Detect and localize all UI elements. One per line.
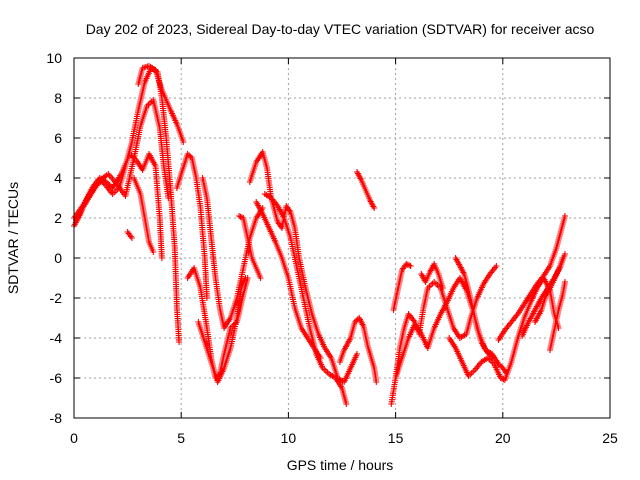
series-track-3 [73,151,165,261]
series-track-19 [392,275,496,381]
data-point [105,181,112,187]
data-point [406,262,413,269]
y-tick-label: 6 [54,130,62,146]
x-axis-label: GPS time / hours [287,457,394,473]
y-tick-label: -8 [50,410,63,426]
data-point [499,375,506,382]
series-track-17 [388,263,500,407]
series-track-25 [532,255,566,325]
series-track-23 [495,213,568,343]
data-point [101,177,107,183]
data-point [176,339,183,345]
data-point [180,139,187,145]
data-point [186,152,193,159]
y-tick-label: -2 [50,290,63,306]
y-axis-label: SDTVAR / TECUs [5,182,21,294]
y-tick-label: -4 [50,330,63,346]
series-track-20 [418,261,446,291]
series-track-11 [236,213,264,281]
series-track-14 [253,199,324,361]
series-track-10 [199,175,266,331]
data-point [128,235,135,241]
y-tick-label: 4 [54,170,62,186]
series-track-26 [547,279,568,353]
data-point [103,179,110,186]
data-point [562,251,568,257]
y-tick-label: 10 [46,50,62,66]
x-tick-label: 20 [495,430,511,446]
x-tick-label: 5 [177,430,185,446]
x-tick-label: 15 [388,430,404,446]
data-point [257,275,264,281]
data-point [158,255,165,261]
data-point [165,195,172,201]
chart-title: Day 202 of 2023, Sidereal Day-to-day VTE… [86,21,595,37]
data-point [237,213,244,220]
y-tick-label: 8 [54,90,62,106]
y-tick-label: 2 [54,210,62,226]
data-point [187,153,194,160]
data-point [150,249,157,255]
x-tick-label: 25 [602,430,618,446]
data-point [354,351,360,357]
data-point [559,255,566,261]
data-point [403,261,410,267]
series-track-12 [246,149,360,385]
data-point [343,401,350,407]
data-point [373,379,380,385]
plot-frame [73,57,611,419]
series-track-4 [135,63,187,145]
series-track-5 [131,175,157,255]
series-track-16 [354,169,378,211]
series-track-18 [390,261,414,313]
data-point [371,205,378,211]
series-track-6 [173,151,210,301]
tick-labels: 0 5 10 15 20 25 -8 -6 -4 -2 0 2 4 6 8 10 [46,50,618,446]
series-track-9 [195,275,249,385]
data-point [407,263,414,269]
data-point [242,275,249,281]
series-track-15 [336,315,380,385]
series-track-7 [124,229,135,241]
series-track-21 [452,255,511,377]
x-tick-label: 10 [281,430,297,446]
data-point [351,319,358,325]
data-point [562,213,568,219]
data-point [493,263,500,269]
x-tick-label: 0 [70,430,78,446]
y-tick-label: 0 [54,250,62,266]
y-tick-label: -6 [50,370,63,386]
data-point [236,213,243,219]
data-point [317,355,324,361]
data-points [71,63,568,407]
data-point [439,285,446,291]
data-point [562,279,568,285]
